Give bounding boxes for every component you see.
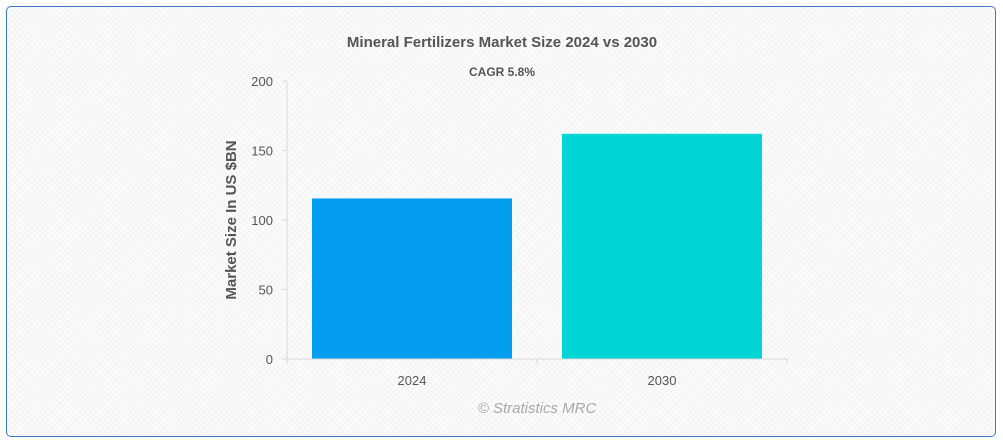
y-tick-label: 200 — [251, 74, 273, 89]
chart-title: Mineral Fertilizers Market Size 2024 vs … — [347, 34, 657, 51]
y-tick-label: 150 — [251, 144, 273, 159]
x-tick-label-2030: 2030 — [648, 373, 677, 388]
y-axis-ticks: 0 50 100 150 200 — [251, 74, 287, 367]
y-axis-label: Market Size In US $BN — [223, 140, 240, 299]
x-tick-label-2024: 2024 — [398, 373, 427, 388]
bar-2024 — [312, 198, 512, 359]
bar-2030 — [562, 133, 762, 359]
bars — [312, 133, 762, 359]
chart-subtitle: CAGR 5.8% — [469, 65, 535, 79]
y-tick-label: 50 — [259, 283, 273, 298]
watermark-credit: © Stratistics MRC — [478, 400, 597, 417]
y-tick-label: 0 — [266, 352, 273, 367]
y-tick-label: 100 — [251, 213, 273, 228]
x-axis-ticks: 2024 2030 — [286, 359, 788, 388]
